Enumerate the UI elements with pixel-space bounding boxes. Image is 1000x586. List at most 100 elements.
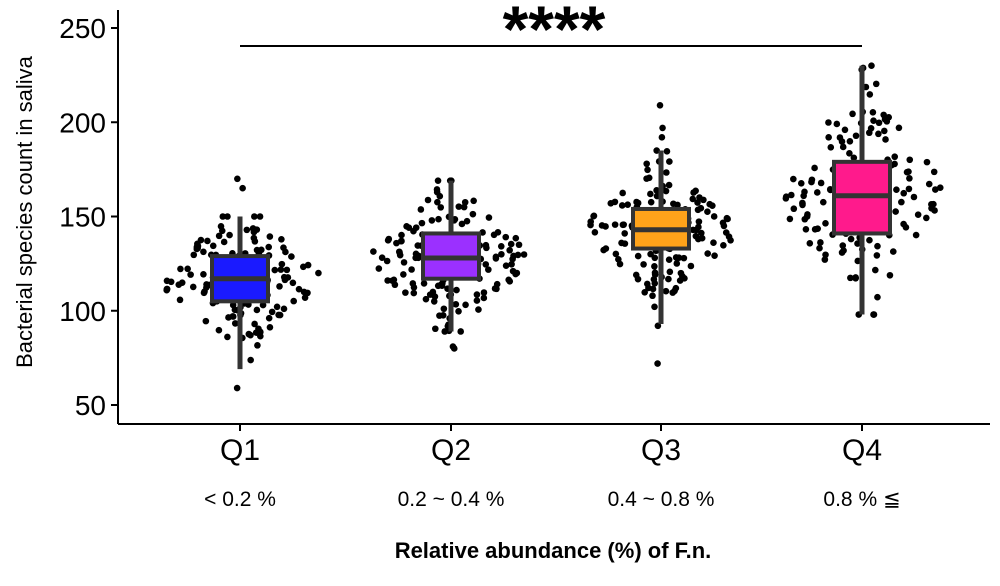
data-point: [461, 198, 469, 206]
data-point: [881, 116, 889, 123]
data-point: [786, 215, 794, 223]
data-point: [276, 311, 284, 319]
data-point: [788, 191, 795, 199]
data-point: [215, 232, 223, 240]
data-point: [872, 80, 880, 88]
data-point: [219, 213, 227, 220]
data-point: [700, 196, 707, 204]
data-point: [422, 295, 430, 303]
data-point: [602, 245, 610, 252]
outlier-point: [654, 322, 662, 330]
data-point: [900, 189, 908, 197]
data-point: [265, 314, 273, 322]
data-point: [435, 215, 442, 223]
data-point: [463, 217, 471, 225]
data-point: [243, 226, 251, 234]
y-tick-label: 250: [59, 13, 106, 44]
data-point: [177, 265, 184, 273]
data-point: [514, 251, 522, 259]
data-point: [673, 260, 681, 267]
data-point: [801, 215, 809, 223]
data-point: [482, 261, 490, 268]
data-point: [874, 242, 881, 250]
data-point: [393, 239, 400, 247]
data-point: [704, 250, 711, 257]
outlier-point: [239, 184, 246, 192]
data-point: [813, 189, 821, 196]
data-point: [906, 175, 913, 182]
data-point: [898, 198, 905, 206]
y-tick-label: 200: [59, 107, 106, 138]
labels: Bacterial species count in saliva Relati…: [12, 0, 901, 563]
data-point: [710, 239, 717, 247]
data-point: [790, 205, 798, 213]
data-point: [189, 283, 197, 291]
data-point: [277, 266, 285, 273]
data-point: [662, 287, 670, 295]
data-point: [873, 252, 881, 259]
data-point: [203, 281, 210, 288]
data-point: [273, 303, 281, 311]
data-point: [178, 279, 186, 286]
data-point: [653, 187, 660, 194]
x-tick-label: Q4: [842, 434, 882, 467]
y-tick-label: 150: [59, 202, 106, 233]
data-point: [255, 325, 262, 333]
data-point: [492, 253, 500, 261]
data-point: [695, 218, 703, 225]
data-point: [315, 269, 322, 277]
range-label: 0.2 ~ 0.4 %: [398, 488, 505, 511]
data-point: [612, 250, 620, 258]
data-point: [806, 239, 814, 247]
data-point: [666, 158, 673, 165]
outlier-point: [656, 101, 664, 109]
data-point: [680, 254, 688, 262]
data-point: [663, 148, 671, 155]
data-point: [611, 221, 619, 228]
data-point: [875, 130, 882, 138]
data-point: [670, 200, 677, 208]
data-point: [651, 269, 659, 277]
data-point: [799, 200, 806, 207]
data-point: [283, 266, 291, 274]
data-point: [797, 180, 805, 187]
data-point: [265, 243, 273, 251]
data-point: [506, 246, 513, 254]
data-point: [209, 242, 217, 250]
data-point: [304, 261, 312, 269]
data-point: [405, 224, 413, 232]
data-point: [692, 232, 700, 240]
data-point: [816, 244, 823, 252]
data-point: [204, 237, 211, 245]
data-point: [930, 168, 938, 176]
data-point: [814, 225, 821, 232]
axes: 50 100 150 200 250: [59, 10, 990, 431]
data-point: [266, 324, 274, 331]
data-point: [854, 240, 861, 247]
data-point: [923, 158, 931, 166]
data-point: [457, 328, 465, 335]
data-point: [679, 272, 686, 280]
data-point: [640, 261, 647, 268]
data-point: [801, 188, 808, 196]
y-tick-label: 50: [75, 390, 106, 421]
data-point: [167, 278, 175, 286]
data-point: [928, 204, 935, 212]
data-point: [254, 342, 261, 349]
data-point: [220, 238, 228, 246]
data-point: [817, 179, 825, 187]
data-point: [200, 270, 207, 278]
data-point: [257, 332, 264, 340]
data-point: [822, 220, 829, 227]
data-point: [665, 181, 673, 189]
data-point: [620, 221, 627, 228]
data-point: [900, 220, 907, 228]
data-point: [819, 198, 827, 206]
data-point: [400, 259, 408, 266]
data-point: [498, 250, 505, 258]
data-point: [874, 293, 881, 301]
data-point: [458, 220, 466, 228]
data-point: [720, 241, 727, 249]
data-point: [289, 279, 297, 287]
data-point: [695, 223, 702, 231]
